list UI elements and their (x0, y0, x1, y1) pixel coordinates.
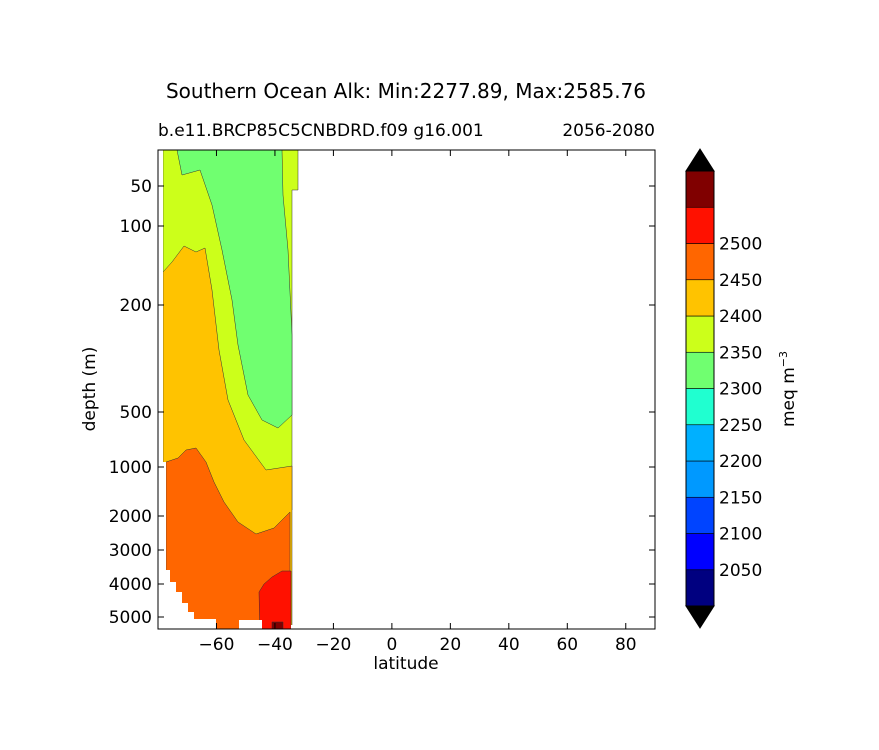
y-tick-label: 50 (130, 177, 152, 197)
colorbar-tick-label: 2050 (719, 561, 762, 581)
y-tick-label: 200 (120, 296, 152, 316)
colorbar-segment (685, 170, 715, 208)
colorbar-tick-label: 2250 (719, 416, 762, 436)
y-tick-label: 3000 (109, 541, 152, 561)
colorbar-segment (685, 496, 715, 534)
colorbar-tick-label: 2350 (719, 343, 762, 363)
y-tick-label: 500 (120, 403, 152, 423)
x-tick-label: 40 (498, 635, 520, 655)
colorbar-tick-label: 2200 (719, 452, 762, 472)
colorbar-tick-label: 2450 (719, 271, 762, 291)
colorbar-extend-over (685, 148, 715, 172)
colorbar: 2050 2100 2150 2200 2250 2300 2350 2400 2450 2500 (685, 148, 762, 629)
y-tick-label: 1000 (109, 458, 152, 478)
colorbar-tick-label: 2300 (719, 380, 762, 400)
colorbar-frame (685, 170, 715, 607)
x-tick-label: −40 (257, 635, 293, 655)
y-tick-label: 2000 (109, 507, 152, 527)
colorbar-segment (685, 243, 715, 281)
y-axis-ticks: 50 100 200 500 1000 2000 3000 4000 5000 (109, 177, 655, 628)
plot-frame (157, 149, 656, 630)
colorbar-segment (685, 315, 715, 353)
y-axis-label: depth (m) (80, 347, 100, 432)
colorbar-tick-label: 2400 (719, 307, 762, 327)
y-tick-label: 4000 (109, 575, 152, 595)
x-axis-label: latitude (373, 654, 438, 674)
y-tick-label: 100 (120, 217, 152, 237)
chart-subtitle-left: b.e11.BRCP85C5CNBDRD.f09 g16.001 (158, 121, 484, 141)
colorbar-segment (685, 460, 715, 498)
contour-fills (158, 150, 299, 629)
colorbar-label: meq m−3 (777, 351, 799, 427)
colorbar-tick-label: 2500 (719, 235, 762, 255)
colorbar-label-exponent: −3 (777, 351, 790, 367)
y-tick-label: 5000 (109, 608, 152, 628)
x-tick-label: 0 (386, 635, 397, 655)
colorbar-segment (685, 351, 715, 389)
x-axis-ticks: −60 −40 −20 0 20 40 60 80 (199, 150, 637, 655)
chart-title: Southern Ocean Alk: Min:2277.89, Max:258… (166, 79, 646, 103)
x-tick-label: 80 (615, 635, 637, 655)
x-tick-label: −20 (315, 635, 351, 655)
plot-area: −60 −40 −20 0 20 40 60 80 50 100 200 500 1000 2000 30… (109, 149, 656, 655)
x-tick-label: 60 (556, 635, 578, 655)
colorbar-tick-label: 2150 (719, 488, 762, 508)
colorbar-label-text: meq m (779, 367, 799, 427)
colorbar-tick-label: 2100 (719, 525, 762, 545)
colorbar-segment (685, 206, 715, 244)
chart-subtitle-right: 2056-2080 (562, 121, 655, 141)
x-tick-label: 20 (440, 635, 462, 655)
colorbar-extend-under (685, 605, 715, 629)
contour-2450-2500 (258, 570, 292, 629)
colorbar-segment (685, 533, 715, 571)
colorbar-segment (685, 569, 715, 607)
x-tick-label: −60 (199, 635, 235, 655)
colorbar-segment (685, 279, 715, 317)
colorbar-segment (685, 424, 715, 462)
contour-2250-2300 (176, 150, 293, 429)
colorbar-segment (685, 388, 715, 426)
